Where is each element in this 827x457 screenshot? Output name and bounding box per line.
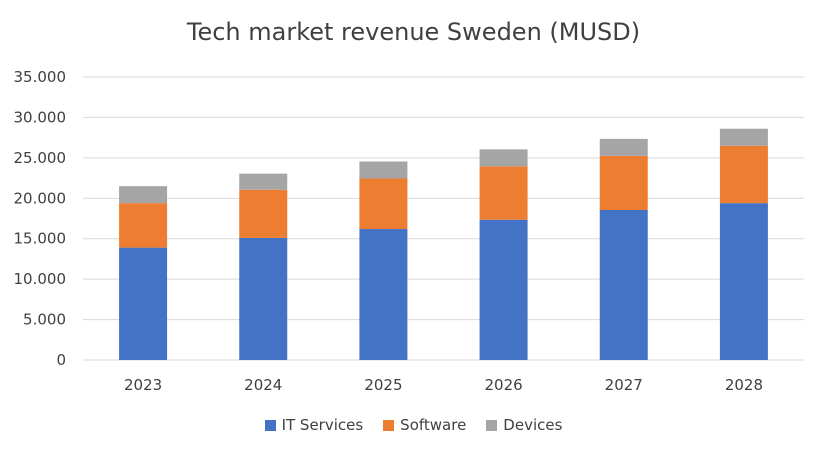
x-tick-label: 2023 (124, 376, 162, 394)
legend-label: IT Services (281, 416, 364, 434)
bar-software-2027 (599, 155, 648, 211)
y-tick-label: 10.000 (14, 270, 67, 288)
bar-it-services-2025 (359, 229, 408, 360)
bar-devices-2027 (599, 138, 648, 156)
legend-item: IT Services (264, 416, 364, 434)
y-tick-label: 15.000 (14, 230, 67, 248)
x-tick-label: 2026 (484, 376, 522, 394)
bar-software-2026 (479, 166, 528, 220)
legend-item: Software (383, 416, 466, 434)
y-tick-label: 35.000 (14, 68, 67, 86)
legend-swatch (264, 419, 276, 431)
bar-it-services-2027 (599, 210, 648, 360)
bar-devices-2024 (239, 173, 288, 190)
legend-label: Devices (503, 416, 563, 434)
bar-software-2025 (359, 178, 408, 230)
x-tick-label: 2028 (725, 376, 763, 394)
bar-it-services-2023 (119, 247, 168, 360)
bar-software-2023 (119, 203, 168, 248)
y-tick-label: 5.000 (23, 311, 66, 329)
bar-software-2024 (239, 189, 288, 238)
bar-devices-2026 (479, 149, 528, 167)
y-tick-label: 25.000 (14, 149, 67, 167)
bar-it-services-2024 (239, 237, 288, 360)
bar-it-services-2026 (479, 219, 528, 360)
bar-it-services-2028 (719, 203, 768, 360)
legend-swatch (486, 419, 498, 431)
x-tick-label: 2024 (244, 376, 282, 394)
bar-software-2028 (719, 145, 768, 204)
legend-label: Software (400, 416, 467, 434)
y-tick-label: 30.000 (14, 108, 67, 126)
chart-legend: IT Services Software Devices (0, 416, 827, 434)
bar-devices-2025 (359, 161, 408, 179)
y-tick-label: 20.000 (14, 189, 67, 207)
bar-devices-2028 (719, 128, 768, 146)
x-tick-label: 2027 (605, 376, 643, 394)
legend-item: Devices (486, 416, 562, 434)
x-tick-label: 2025 (364, 376, 402, 394)
chart-title: Tech market revenue Sweden (MUSD) (186, 18, 641, 46)
y-tick-label: 0 (56, 351, 66, 369)
legend-swatch (383, 419, 395, 431)
bar-devices-2023 (119, 186, 168, 204)
